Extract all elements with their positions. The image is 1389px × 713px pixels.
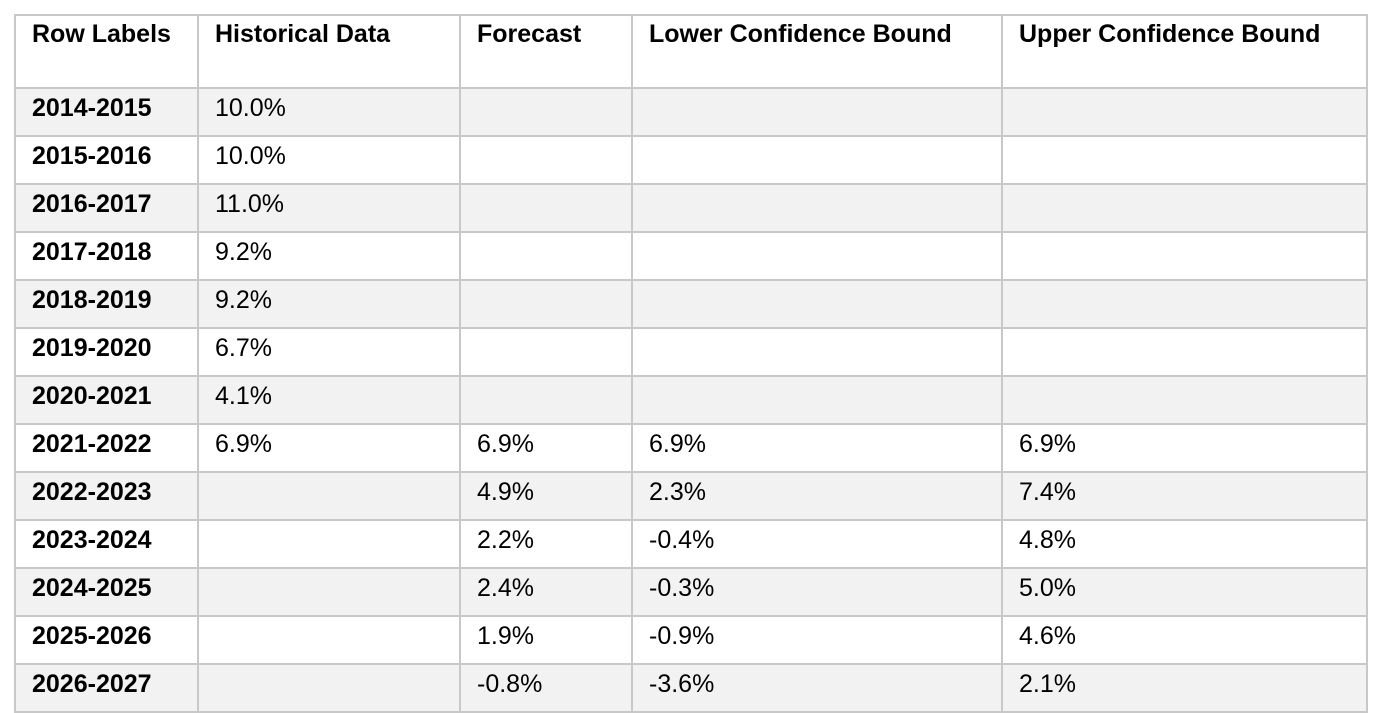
historical-data-cell: 4.1% xyxy=(197,375,461,425)
upper-bound-cell: 4.8% xyxy=(1001,519,1368,569)
forecast-cell xyxy=(459,375,633,425)
header-lower-confidence-bound: Lower Confidence Bound xyxy=(631,14,1003,89)
forecast-cell xyxy=(459,87,633,137)
table-row: 2023-2024 2.2% -0.4% 4.8% xyxy=(14,519,1368,569)
row-label-cell: 2026-2027 xyxy=(14,663,199,713)
lower-bound-cell xyxy=(631,87,1003,137)
row-label-cell: 2019-2020 xyxy=(14,327,199,377)
lower-bound-cell xyxy=(631,375,1003,425)
header-forecast: Forecast xyxy=(459,14,633,89)
row-label-cell: 2025-2026 xyxy=(14,615,199,665)
upper-bound-cell xyxy=(1001,135,1368,185)
row-label-cell: 2015-2016 xyxy=(14,135,199,185)
row-label-cell: 2014-2015 xyxy=(14,87,199,137)
forecast-cell xyxy=(459,279,633,329)
lower-bound-cell xyxy=(631,135,1003,185)
table-row: 2016-2017 11.0% xyxy=(14,183,1368,233)
table-row: 2018-2019 9.2% xyxy=(14,279,1368,329)
forecast-cell xyxy=(459,327,633,377)
row-label-cell: 2024-2025 xyxy=(14,567,199,617)
table-row: 2015-2016 10.0% xyxy=(14,135,1368,185)
upper-bound-cell xyxy=(1001,327,1368,377)
forecast-cell: -0.8% xyxy=(459,663,633,713)
table-row: 2025-2026 1.9% -0.9% 4.6% xyxy=(14,615,1368,665)
forecast-cell xyxy=(459,135,633,185)
forecast-cell: 2.4% xyxy=(459,567,633,617)
forecast-table: Row Labels Historical Data Forecast Lowe… xyxy=(14,14,1368,713)
row-label-cell: 2018-2019 xyxy=(14,279,199,329)
upper-bound-cell: 2.1% xyxy=(1001,663,1368,713)
row-label-cell: 2020-2021 xyxy=(14,375,199,425)
lower-bound-cell xyxy=(631,327,1003,377)
upper-bound-cell: 4.6% xyxy=(1001,615,1368,665)
table-row: 2019-2020 6.7% xyxy=(14,327,1368,377)
header-upper-confidence-bound: Upper Confidence Bound xyxy=(1001,14,1368,89)
forecast-cell xyxy=(459,183,633,233)
historical-data-cell: 10.0% xyxy=(197,135,461,185)
forecast-cell: 4.9% xyxy=(459,471,633,521)
historical-data-cell xyxy=(197,615,461,665)
table-row: 2020-2021 4.1% xyxy=(14,375,1368,425)
historical-data-cell: 9.2% xyxy=(197,231,461,281)
row-label-cell: 2022-2023 xyxy=(14,471,199,521)
historical-data-cell xyxy=(197,471,461,521)
table-row: 2026-2027 -0.8% -3.6% 2.1% xyxy=(14,663,1368,713)
lower-bound-cell: 6.9% xyxy=(631,423,1003,473)
historical-data-cell: 11.0% xyxy=(197,183,461,233)
header-row-labels: Row Labels xyxy=(14,14,199,89)
table-row: 2014-2015 10.0% xyxy=(14,87,1368,137)
lower-bound-cell: -0.3% xyxy=(631,567,1003,617)
upper-bound-cell: 7.4% xyxy=(1001,471,1368,521)
table-body: 2014-2015 10.0% 2015-2016 10.0% 2016-2017 11.… xyxy=(14,87,1368,713)
upper-bound-cell xyxy=(1001,231,1368,281)
upper-bound-cell: 5.0% xyxy=(1001,567,1368,617)
header-row: Row Labels Historical Data Forecast Lowe… xyxy=(14,14,1368,89)
forecast-cell: 6.9% xyxy=(459,423,633,473)
row-label-cell: 2023-2024 xyxy=(14,519,199,569)
row-label-cell: 2016-2017 xyxy=(14,183,199,233)
table-row: 2017-2018 9.2% xyxy=(14,231,1368,281)
lower-bound-cell: -3.6% xyxy=(631,663,1003,713)
forecast-cell: 2.2% xyxy=(459,519,633,569)
lower-bound-cell: -0.4% xyxy=(631,519,1003,569)
forecast-table-container: Row Labels Historical Data Forecast Lowe… xyxy=(14,14,1368,713)
table-row: 2024-2025 2.4% -0.3% 5.0% xyxy=(14,567,1368,617)
lower-bound-cell xyxy=(631,279,1003,329)
upper-bound-cell xyxy=(1001,183,1368,233)
historical-data-cell: 6.7% xyxy=(197,327,461,377)
row-label-cell: 2017-2018 xyxy=(14,231,199,281)
forecast-cell: 1.9% xyxy=(459,615,633,665)
historical-data-cell: 9.2% xyxy=(197,279,461,329)
row-label-cell: 2021-2022 xyxy=(14,423,199,473)
historical-data-cell xyxy=(197,663,461,713)
upper-bound-cell xyxy=(1001,87,1368,137)
header-historical-data: Historical Data xyxy=(197,14,461,89)
table-row: 2021-2022 6.9% 6.9% 6.9% 6.9% xyxy=(14,423,1368,473)
historical-data-cell: 10.0% xyxy=(197,87,461,137)
lower-bound-cell xyxy=(631,231,1003,281)
historical-data-cell xyxy=(197,567,461,617)
upper-bound-cell: 6.9% xyxy=(1001,423,1368,473)
upper-bound-cell xyxy=(1001,279,1368,329)
lower-bound-cell xyxy=(631,183,1003,233)
lower-bound-cell: 2.3% xyxy=(631,471,1003,521)
historical-data-cell xyxy=(197,519,461,569)
historical-data-cell: 6.9% xyxy=(197,423,461,473)
forecast-cell xyxy=(459,231,633,281)
table-row: 2022-2023 4.9% 2.3% 7.4% xyxy=(14,471,1368,521)
lower-bound-cell: -0.9% xyxy=(631,615,1003,665)
upper-bound-cell xyxy=(1001,375,1368,425)
